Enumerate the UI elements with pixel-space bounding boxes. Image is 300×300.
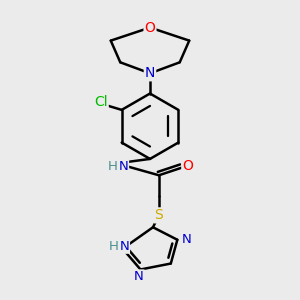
Text: H: H [109, 240, 119, 253]
Text: N: N [119, 240, 129, 253]
Text: N: N [118, 160, 128, 173]
Text: N: N [134, 270, 144, 284]
Text: O: O [182, 159, 193, 173]
Text: O: O [145, 20, 155, 34]
Text: Cl: Cl [94, 95, 108, 110]
Text: N: N [145, 66, 155, 80]
Text: S: S [154, 208, 163, 222]
Text: H: H [108, 160, 118, 173]
Text: N: N [182, 233, 191, 246]
